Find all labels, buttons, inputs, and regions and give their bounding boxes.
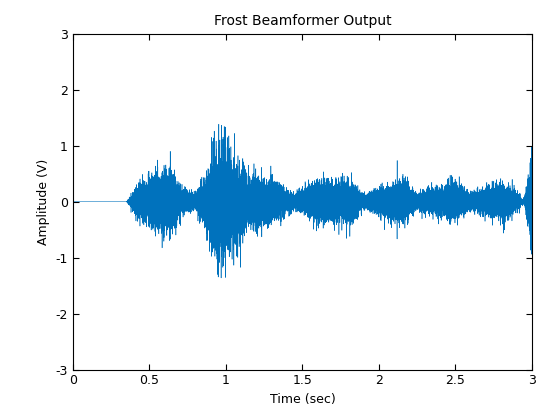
X-axis label: Time (sec): Time (sec): [269, 393, 335, 406]
Title: Frost Beamformer Output: Frost Beamformer Output: [213, 14, 391, 28]
Y-axis label: Amplitude (V): Amplitude (V): [37, 158, 50, 245]
